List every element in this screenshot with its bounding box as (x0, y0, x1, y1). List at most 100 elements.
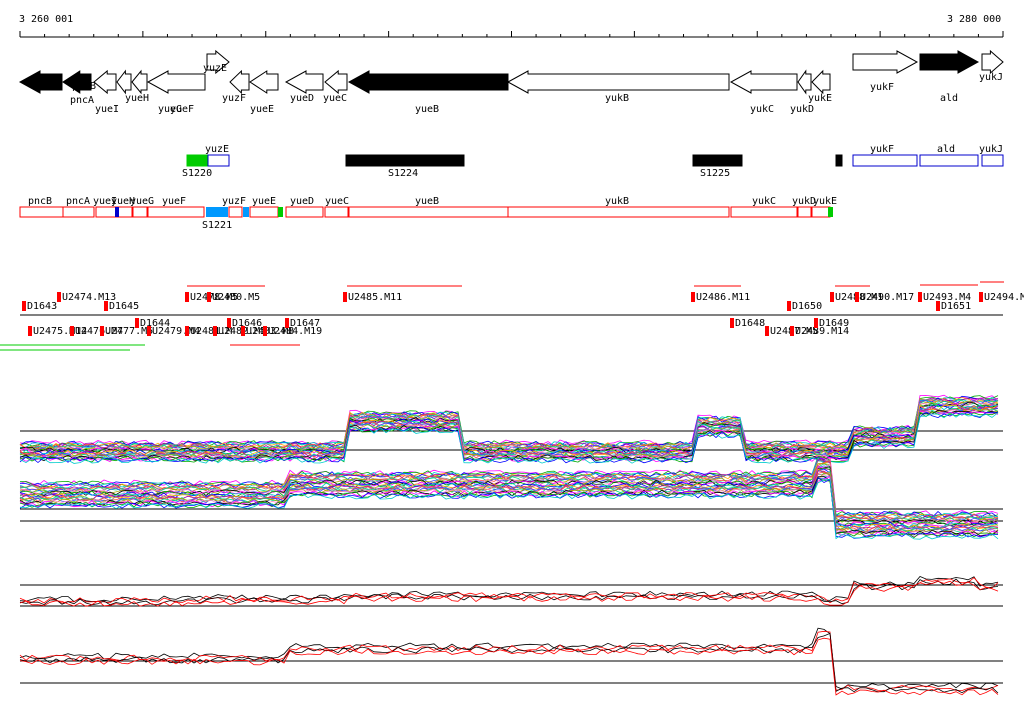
tiling-forward-series (19, 397, 999, 450)
gene-yueb-label: yueB (415, 104, 439, 115)
summary-forward-series (19, 580, 999, 607)
tss-marker (185, 292, 189, 302)
gene-yukd-label: yukD (790, 104, 814, 115)
tss-label: U2481.M (190, 326, 232, 337)
tss-label: U2494.M (984, 292, 1024, 303)
cds-label: yueB (415, 196, 439, 207)
cds-label: yueI (93, 196, 117, 207)
tss-marker (979, 292, 983, 302)
gene-yukd-arrow (797, 69, 812, 95)
tss-marker (28, 326, 32, 336)
feature-gene-label: yukJ (979, 144, 1003, 155)
cds-box (228, 206, 243, 218)
feature-gene-label: ald (937, 144, 955, 155)
gene-yueh-label: yueH (125, 93, 149, 104)
gene-yukj-label: yukJ (979, 72, 1003, 83)
tss-marker (814, 318, 818, 328)
tss-label: U2484.M19 (268, 326, 322, 337)
summary-forward-series (19, 578, 999, 606)
gene-track: pncBpncAyueIyueHyueGyueFyuzEyuzFyueEyueD… (18, 49, 1004, 115)
gene-yuee-label: yueE (250, 104, 274, 115)
summary-reverse-series (19, 637, 999, 696)
gene-pnca-arrow (62, 70, 92, 94)
tiling-forward-series (19, 410, 999, 463)
tiling-forward-series (19, 404, 999, 456)
cds-label: yueG (130, 196, 154, 207)
tss-marker (70, 326, 74, 336)
tss-label: U2479.M4 (152, 326, 200, 337)
cds-highlight (278, 207, 283, 217)
cds-highlight (206, 207, 228, 217)
gene-yuze-label: yuzE (203, 63, 227, 74)
tss-marker (787, 301, 791, 311)
gene-yuef-arrow (146, 70, 206, 94)
feature-box (919, 154, 979, 167)
gene-ald-arrow (919, 50, 980, 74)
cds-label: yueC (325, 196, 349, 207)
gene-yueh-arrow (116, 69, 132, 95)
gene-yueb-arrow (347, 70, 509, 94)
tss-marker (227, 318, 231, 328)
gene-yukc-label: yukC (750, 104, 774, 115)
tss-label: U2475.M14 (33, 326, 87, 337)
tss-label: U2474.M13 (62, 292, 116, 303)
gene-yuef-label: yueF (170, 104, 194, 115)
feature-box (981, 154, 1004, 167)
tss-marker (343, 292, 347, 302)
expression-tracks (19, 394, 1003, 696)
feature-box (345, 154, 465, 167)
tss-label: U2480.M5 (212, 292, 260, 303)
cds-segment-label: S1221 (202, 220, 232, 231)
tiling-reverse-series (19, 478, 999, 540)
gene-yuee-arrow (249, 70, 279, 94)
tiling-forward-series (19, 412, 999, 464)
tss-marker (855, 292, 859, 302)
tss-marker (918, 292, 922, 302)
tss-marker (691, 292, 695, 302)
tss-marker (730, 318, 734, 328)
cds-label: yukB (605, 196, 629, 207)
cds-box (19, 206, 64, 218)
tss-label: D1649 (819, 318, 849, 329)
tss-marker (263, 326, 267, 336)
feature-box (207, 154, 230, 167)
tss-marker (100, 326, 104, 336)
cds-box (249, 206, 279, 218)
feature-box (835, 154, 843, 167)
gene-yuei-label: yueI (95, 104, 119, 115)
coordinate-ruler: 3 260 001 3 280 000 (19, 14, 1004, 38)
gene-yuzf-label: yuzF (222, 93, 246, 104)
tss-label: U2477.M5 (105, 326, 153, 337)
tss-marker (241, 326, 245, 336)
tss-label: D1651 (941, 301, 971, 312)
gene-yued-label: yueD (290, 93, 314, 104)
tss-marker (207, 292, 211, 302)
tss-label: D1646 (232, 318, 262, 329)
summary-reverse-series (19, 632, 999, 694)
gene-yukj-arrow (981, 49, 1004, 75)
cds-label: yueE (252, 196, 276, 207)
feature-box (692, 154, 743, 167)
cds-highlight (243, 207, 249, 217)
gene-yukb-arrow (506, 70, 730, 94)
tss-marker (765, 326, 769, 336)
cds-label: yukE (813, 196, 837, 207)
ruler-start-label: 3 260 001 (19, 14, 73, 25)
cds-box (95, 206, 117, 218)
cds-label: yukD (792, 196, 816, 207)
tiling-reverse-series (19, 456, 999, 517)
gene-yuec-arrow (324, 69, 348, 95)
cds-box (811, 206, 831, 218)
tss-label: U2476.M7 (75, 326, 123, 337)
summary-forward-series (19, 576, 999, 603)
tss-marker (213, 326, 217, 336)
tss-label: U2488.M1 (835, 292, 883, 303)
tiling-forward-series (19, 398, 999, 450)
tss-label: U2493.M4 (923, 292, 971, 303)
gene-yuzf-arrow (229, 69, 250, 95)
cds-box (147, 206, 205, 218)
tss-marker (185, 326, 189, 336)
feature-box (852, 154, 918, 167)
cds-label: yueF (162, 196, 186, 207)
